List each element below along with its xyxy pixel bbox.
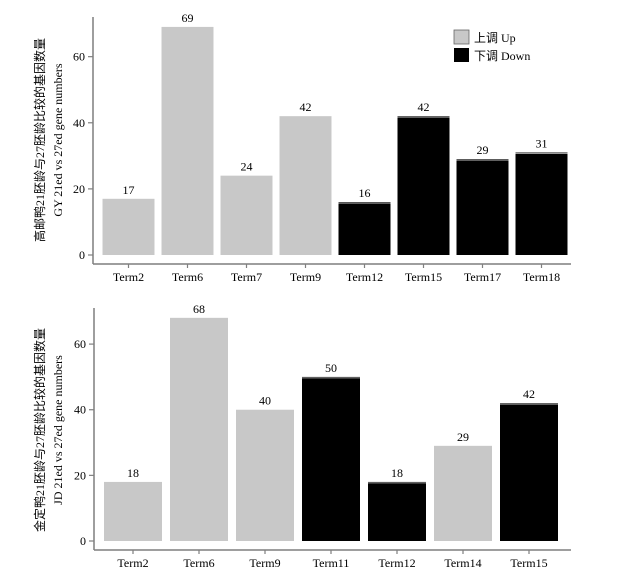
y-tick-label: 0 — [80, 534, 86, 548]
chart-jd: 金定鸭21胚龄与27胚龄比较的基因数量 JD 21ed vs 27ed gene… — [32, 302, 571, 570]
legend-label-down: 下调 Down — [474, 49, 530, 63]
bar-value-label: 69 — [182, 11, 194, 25]
x-tick-label: Term2 — [113, 270, 144, 284]
bar-value-label: 42 — [418, 100, 430, 114]
bar-term9 — [279, 116, 332, 256]
bar-term6 — [170, 317, 228, 541]
y-tick-label: 20 — [74, 468, 86, 482]
bar-term12 — [368, 481, 426, 541]
bar-term7 — [220, 175, 273, 255]
chart-gy: 高邮鸭21胚龄与27胚龄比较的基因数量 GY 21ed vs 27ed gene… — [32, 11, 571, 284]
legend: 上调 Up 下调 Down — [453, 29, 530, 63]
y-axis-label-cn: 金定鸭21胚龄与27胚龄比较的基因数量 — [32, 328, 47, 532]
x-tick-label: Term2 — [117, 556, 148, 570]
bar-value-label: 31 — [536, 137, 548, 151]
bar-term18 — [515, 152, 568, 255]
x-tick-label: Term12 — [346, 270, 383, 284]
x-tick-label: Term9 — [249, 556, 280, 570]
bar-term15 — [500, 403, 558, 541]
x-tick-label: Term15 — [405, 270, 442, 284]
y-tick-label: 60 — [74, 337, 86, 351]
bar-term2 — [104, 481, 162, 541]
bar-value-label: 50 — [325, 361, 337, 375]
legend-swatch-up — [453, 29, 470, 45]
y-axis-label-cn: 高邮鸭21胚龄与27胚龄比较的基因数量 — [32, 38, 47, 242]
bar-value-label: 18 — [391, 466, 403, 480]
bar-term14 — [434, 445, 492, 541]
x-tick-label: Term7 — [231, 270, 262, 284]
bar-value-label: 42 — [523, 387, 535, 401]
bar-term11 — [302, 376, 360, 541]
bar-term12 — [338, 202, 391, 255]
y-tick-label: 40 — [73, 116, 85, 130]
bar-term6 — [161, 26, 214, 255]
x-tick-label: Term9 — [290, 270, 321, 284]
y-axis-label-en: JD 21ed vs 27ed gene numbers — [51, 355, 65, 505]
bar-term9 — [236, 409, 294, 541]
x-tick-label: Term6 — [183, 556, 214, 570]
bar-value-label: 42 — [300, 100, 312, 114]
x-tick-label: Term17 — [464, 270, 501, 284]
y-axis-label-en: GY 21ed vs 27ed gene numbers — [51, 63, 65, 217]
bar-value-label: 24 — [241, 160, 253, 174]
x-tick-label: Term18 — [523, 270, 560, 284]
bar-term17 — [456, 159, 509, 255]
bar-value-label: 68 — [193, 302, 205, 316]
x-tick-label: Term12 — [378, 556, 415, 570]
bar-value-label: 29 — [457, 430, 469, 444]
bar-value-label: 16 — [359, 186, 371, 200]
y-tick-label: 60 — [73, 50, 85, 64]
legend-swatch-down — [454, 48, 469, 62]
bar-value-label: 40 — [259, 394, 271, 408]
bar-term15 — [397, 116, 450, 256]
y-tick-label: 0 — [79, 248, 85, 262]
legend-label-up: 上调 Up — [474, 31, 516, 45]
bar-value-label: 29 — [477, 143, 489, 157]
x-tick-label: Term11 — [313, 556, 350, 570]
x-tick-label: Term15 — [510, 556, 547, 570]
y-tick-label: 20 — [73, 182, 85, 196]
x-tick-label: Term14 — [444, 556, 481, 570]
x-tick-label: Term6 — [172, 270, 203, 284]
y-tick-label: 40 — [74, 403, 86, 417]
bar-term2 — [102, 198, 155, 255]
bar-value-label: 17 — [123, 183, 135, 197]
bar-value-label: 18 — [127, 466, 139, 480]
